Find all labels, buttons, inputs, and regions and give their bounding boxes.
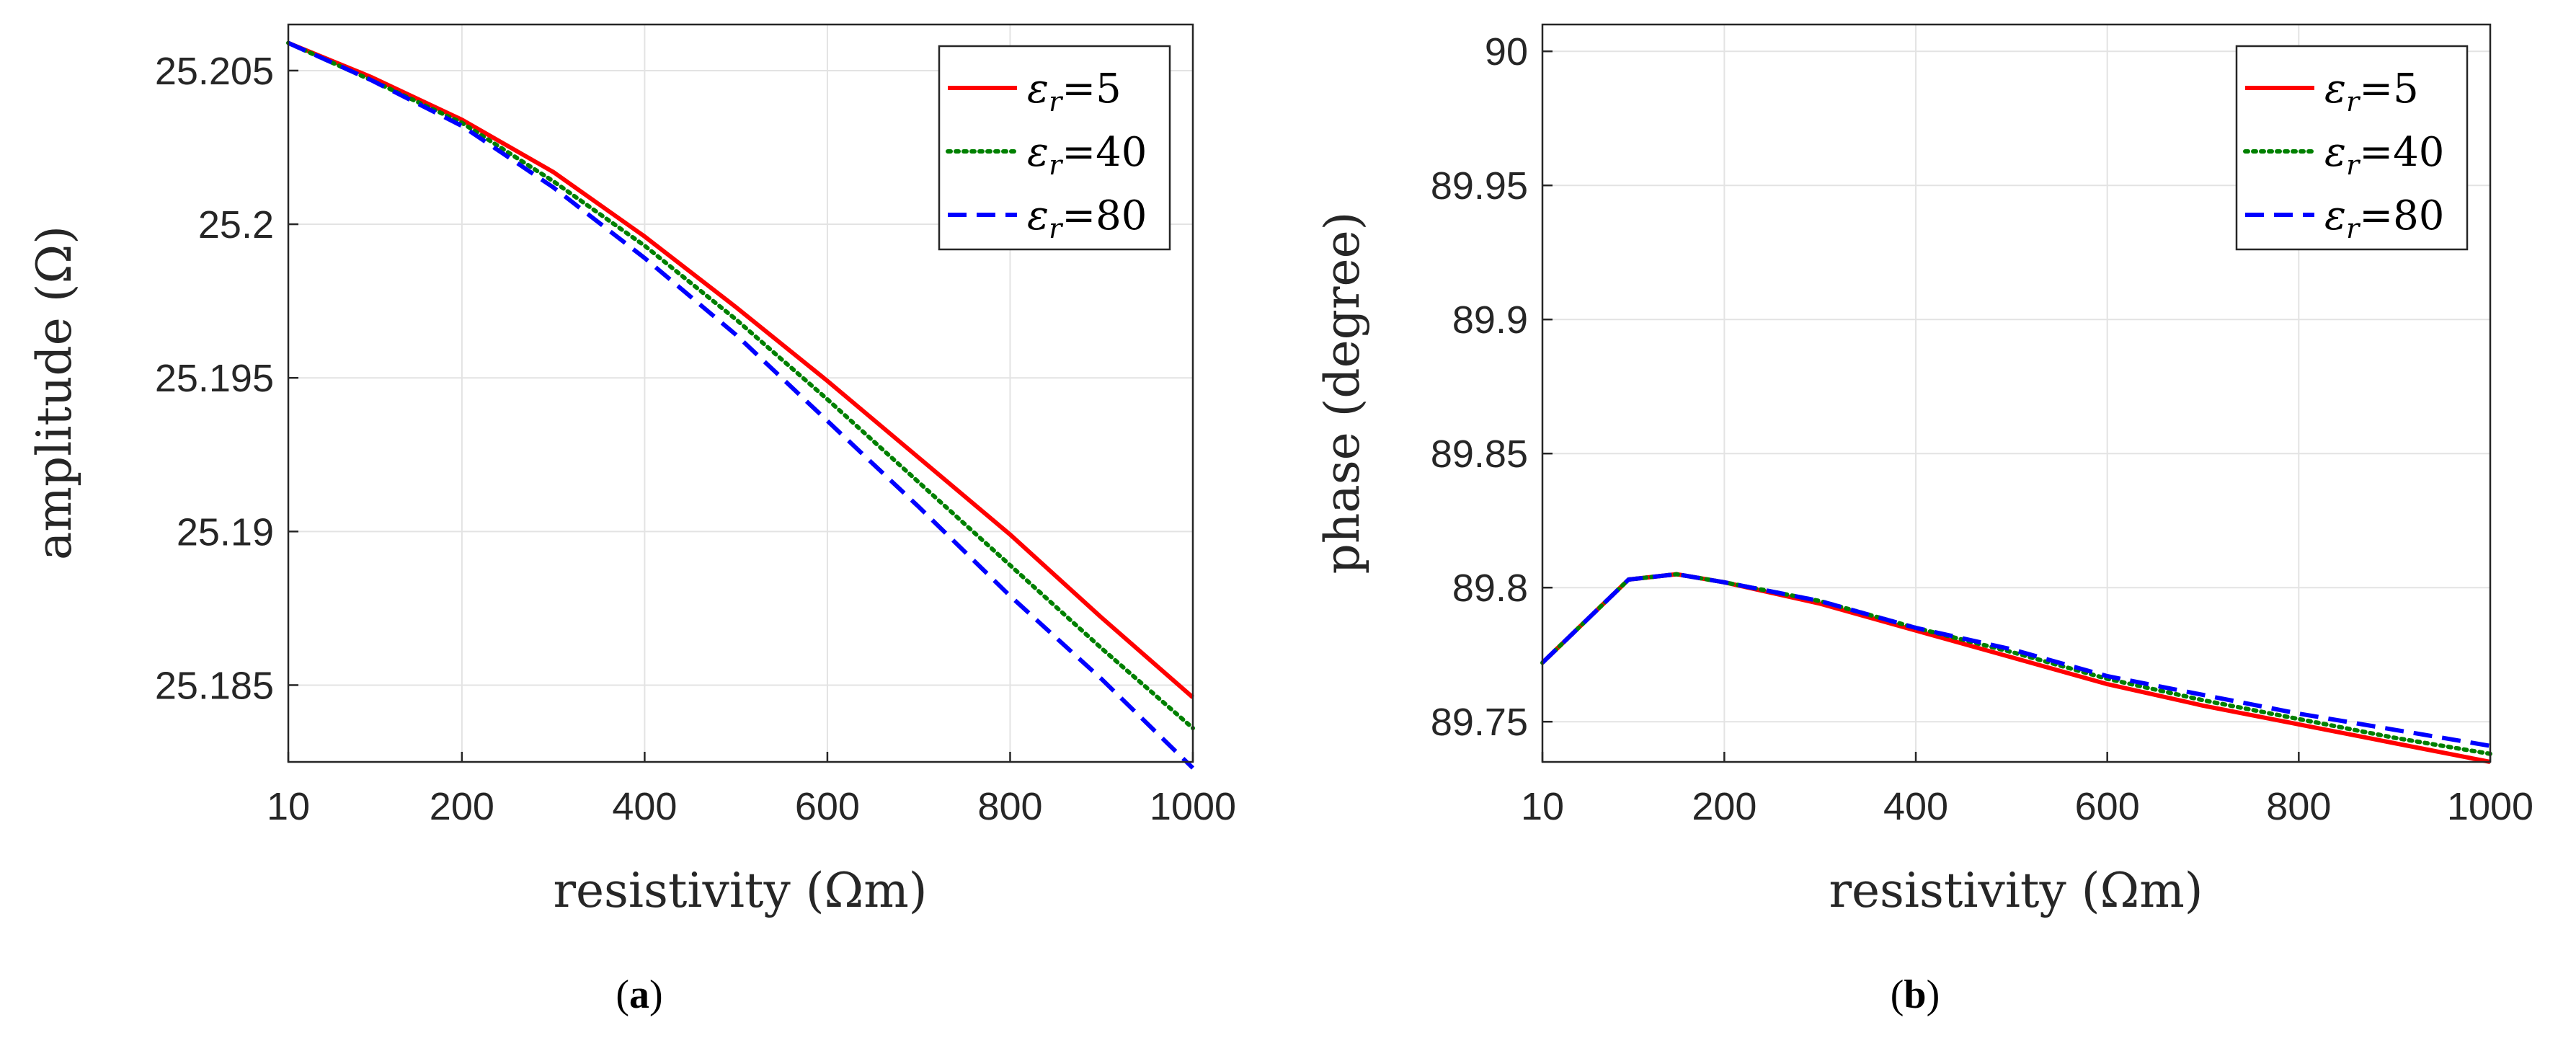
legend-value: =40: [2359, 129, 2444, 176]
legend-value: =40: [1062, 129, 1147, 176]
legend-entry: εr=5: [948, 66, 1122, 117]
x-tick-labels: 10 200 400 600 800 1000: [1521, 785, 2533, 828]
caption-open-paren: (: [1891, 972, 1904, 1017]
legend-label: εr=80: [2324, 192, 2444, 244]
panel-b-phase-chart: 10 200 400 600 800 1000 89.7589.889.8589.989.…: [1315, 23, 2533, 1017]
y-tick-label: 89.9: [1452, 298, 1528, 342]
legend-entry: εr=40: [946, 129, 1147, 181]
legend-entry: εr=80: [948, 192, 1147, 244]
legend-subscript: r: [2346, 213, 2361, 244]
legend-label: εr=40: [2324, 129, 2444, 181]
legend-entry: εr=5: [2245, 66, 2419, 117]
plot-frame: [1541, 23, 2492, 763]
y-tick-label: 90: [1485, 30, 1528, 74]
y-tick-label: 25.185: [155, 664, 274, 707]
legend-subscript: r: [2346, 149, 2361, 181]
legend-value: =80: [2359, 192, 2444, 239]
y-tick-label: 89.75: [1431, 701, 1528, 744]
x-tick-label: 400: [1883, 785, 1948, 828]
panel-caption: (b): [1891, 972, 1940, 1017]
caption-open-paren: (: [616, 972, 629, 1017]
x-tick-label: 200: [430, 785, 494, 828]
legend-epsilon: ε: [2324, 66, 2346, 112]
y-tick-label: 25.205: [155, 50, 274, 93]
legend-label: εr=5: [2324, 66, 2419, 117]
legend-subscript: r: [1049, 86, 1064, 117]
series-line-5: [1540, 572, 2491, 764]
series-line-80: [1540, 572, 2491, 748]
x-tick-label: 200: [1692, 785, 1756, 828]
y-axis-label: amplitude (Ω): [27, 226, 82, 560]
y-tick-labels: 25.185 25.19 25.195 25.2 25.205: [155, 50, 274, 708]
legend-value: =5: [1062, 66, 1122, 112]
x-tick-label: 600: [795, 785, 860, 828]
x-tick-label: 400: [612, 785, 677, 828]
legend-epsilon: ε: [1027, 192, 1049, 239]
legend-epsilon: ε: [1027, 66, 1049, 112]
series-lines: [1540, 572, 2492, 764]
caption-letter: b: [1904, 972, 1926, 1017]
x-tick-label: 800: [2266, 785, 2331, 828]
caption-close-paren: ): [649, 972, 663, 1017]
legend-label: εr=40: [1027, 129, 1147, 181]
x-axis-label: resistivity (Ωm): [553, 863, 927, 918]
legend-label: εr=80: [1027, 192, 1147, 244]
y-tick-label: 89.85: [1431, 432, 1528, 476]
legend-entry: εr=40: [2243, 129, 2444, 181]
y-tick-label: 25.2: [198, 203, 274, 247]
x-tick-label: 1000: [1150, 785, 1236, 828]
legend-epsilon: ε: [1027, 129, 1049, 176]
series-line-80: [287, 40, 1195, 770]
legend-epsilon: ε: [2324, 129, 2346, 176]
legend-epsilon: ε: [2324, 192, 2346, 239]
y-tick-label: 89.8: [1452, 567, 1528, 610]
panel-caption: (a): [616, 972, 662, 1017]
series-lines: [286, 40, 1195, 770]
x-tick-labels: 10 200 400 600 800 1000: [267, 785, 1236, 828]
x-tick-label: 10: [267, 785, 310, 828]
series-line-40: [1540, 572, 2492, 756]
x-tick-label: 800: [977, 785, 1042, 828]
x-axis-label: resistivity (Ωm): [1829, 863, 2203, 918]
y-tick-label: 89.95: [1431, 164, 1528, 208]
y-axis-label: phase (degree): [1315, 212, 1370, 575]
panel-a-amplitude-chart: 10 200 400 600 800 1000 25.185 25.19 25.195 25.2…: [27, 23, 1236, 1017]
caption-close-paren: ): [1927, 972, 1940, 1017]
legend-value: =5: [2359, 66, 2419, 112]
legend-label: εr=5: [1027, 66, 1122, 117]
x-tick-label: 10: [1521, 785, 1564, 828]
legend-subscript: r: [2346, 86, 2361, 117]
y-tick-label: 25.19: [177, 510, 274, 554]
y-tick-labels: 89.75 89.8 89.85 89.9 89.95 90: [1431, 30, 1528, 744]
legend-entry: εr=80: [2245, 192, 2444, 244]
legend-subscript: r: [1049, 213, 1064, 244]
legend-value: =80: [1062, 192, 1147, 239]
x-tick-label: 600: [2075, 785, 2140, 828]
series-line-5: [287, 40, 1194, 699]
y-tick-label: 25.195: [155, 357, 274, 400]
plot-frame: [287, 23, 1194, 763]
x-tick-label: 1000: [2447, 785, 2533, 828]
legend-subscript: r: [1049, 149, 1064, 181]
caption-letter: a: [629, 972, 649, 1017]
